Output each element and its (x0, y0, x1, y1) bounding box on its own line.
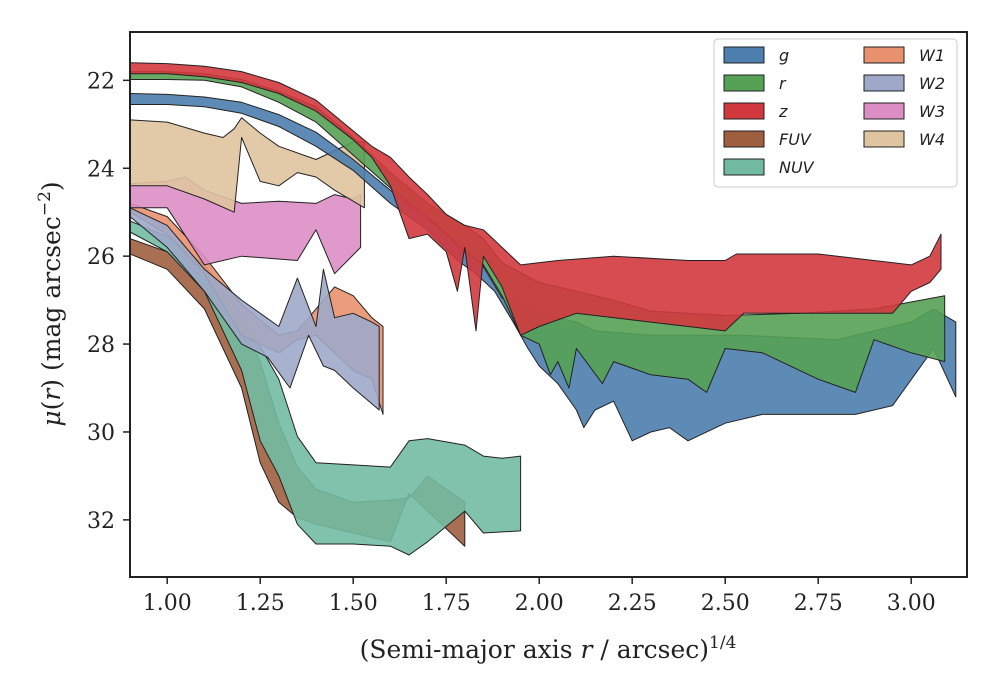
legend-label-nuv: NUV (779, 158, 815, 177)
x-tick-label: 1.00 (143, 591, 192, 616)
legend: grz FUV NUV W1 W2 W3 W4 (713, 38, 958, 188)
legend-swatch-w4 (863, 130, 905, 148)
legend-label-w4: W4 (919, 130, 945, 149)
legend-swatch-w1 (863, 46, 905, 64)
legend-swatch-nuv (723, 158, 765, 176)
legend-label-g: g (779, 46, 789, 65)
legend-label-r: r (779, 74, 787, 93)
x-tick-label: 1.50 (329, 591, 378, 616)
legend-label-w1: W1 (919, 46, 945, 65)
series-area-z (130, 62, 942, 336)
x-tick-label: 2.25 (608, 591, 657, 616)
legend-label-w2: W2 (919, 74, 945, 93)
legend-swatch-g (723, 46, 765, 64)
plot-frame (129, 31, 968, 578)
legend-swatch-r (723, 74, 765, 92)
x-axis-ticks: 1.00 1.25 1.50 1.75 2.00 2.25 2.50 2.75 3.00 (143, 577, 936, 616)
series-area-w4 (130, 117, 365, 213)
legend-swatch-fuv (723, 130, 765, 148)
y-tick-label: 30 (87, 421, 115, 446)
y-tick-label: 26 (87, 245, 115, 270)
y-axis-label: μ(r) (mag arcsec−2) (35, 181, 66, 426)
legend-label-z: z (778, 102, 788, 121)
y-tick-label: 32 (87, 509, 115, 534)
y-axis-ticks: 22 24 26 28 30 32 (87, 69, 130, 534)
x-axis-label: (Semi-major axis r / arcsec)1/4 (360, 633, 737, 664)
legend-swatch-w2 (863, 74, 905, 92)
x-tick-label: 2.00 (515, 591, 564, 616)
series-area-layer (130, 62, 957, 556)
x-tick-label: 2.75 (794, 591, 843, 616)
series-area-w2 (130, 207, 380, 411)
x-tick-label: 3.00 (887, 591, 936, 616)
legend-label-fuv: FUV (779, 130, 812, 149)
legend-label-w3: W3 (919, 102, 945, 121)
x-tick-label: 2.50 (701, 591, 750, 616)
y-tick-label: 28 (87, 333, 115, 358)
legend-swatch-w3 (863, 102, 905, 120)
x-tick-label: 1.25 (236, 591, 285, 616)
legend-swatch-z (723, 102, 765, 120)
x-tick-label: 1.75 (422, 591, 471, 616)
y-tick-label: 24 (87, 157, 115, 182)
y-tick-label: 22 (87, 69, 115, 94)
